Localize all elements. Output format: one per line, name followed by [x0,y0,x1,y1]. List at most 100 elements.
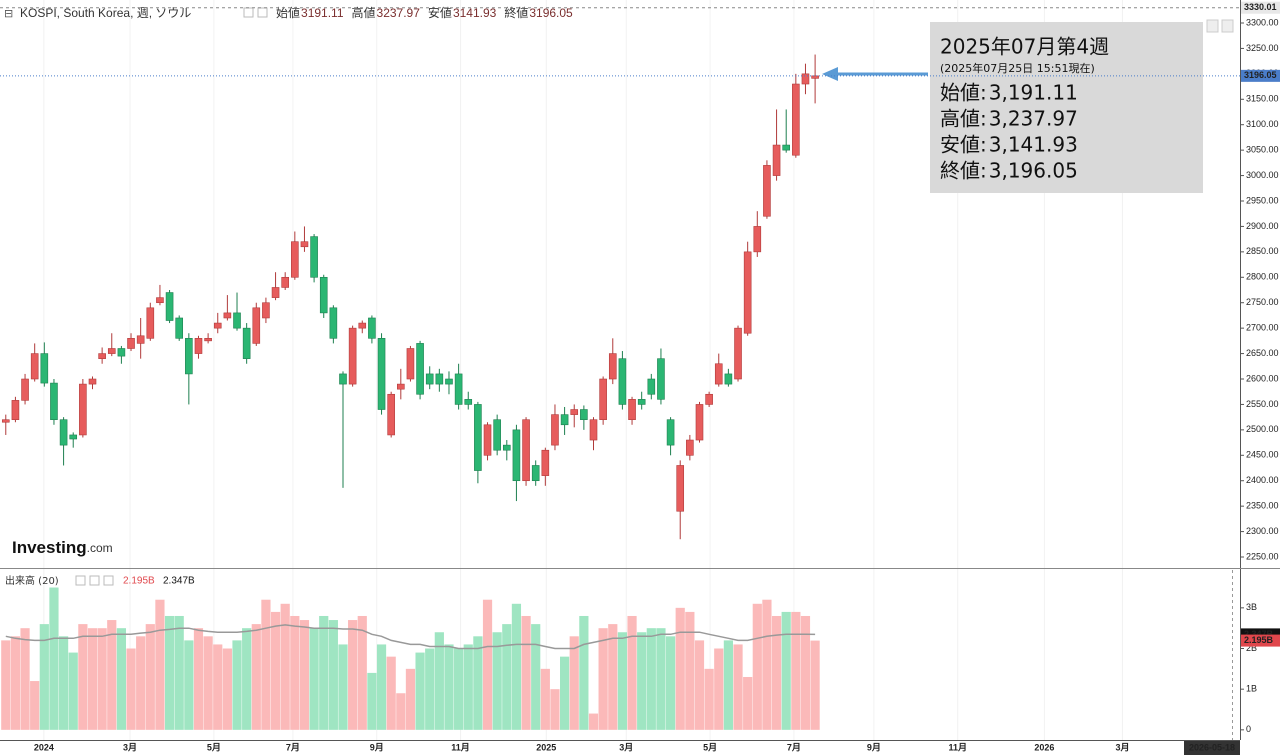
header-value: 3237.97 [377,6,421,20]
y-tick-label: 2600.00 [1246,373,1279,383]
x-tick-label: 2024 [34,742,54,752]
candle-body [136,335,145,344]
x-tick-label: 3月 [1115,742,1129,752]
candle-body [281,276,289,288]
candle-body [79,383,87,436]
tooltip-value: 3,237.97 [989,107,1078,131]
candle-body [377,338,386,410]
volume-bar [579,615,589,730]
volume-bar [588,713,599,730]
y-tick-label: 2850.00 [1246,246,1279,256]
candle-body [406,348,415,380]
candle-body [801,73,810,85]
candle-body [570,409,579,415]
candle-body [127,338,135,349]
volume-bar [704,668,714,730]
volume-bar [376,644,387,730]
volume-bar [386,656,396,730]
y-tick-label: 2300.00 [1246,526,1279,536]
header-value: 3196.05 [529,6,573,20]
candle-body [50,382,58,420]
volume-bar [482,599,493,730]
volume-bar [531,624,541,730]
volume-bar [367,672,377,730]
volume-bar [454,648,464,730]
volume-bar [251,624,261,730]
candle-body [666,419,675,446]
volume-bar [309,628,319,730]
candle-body [792,83,800,156]
volume-bar [184,640,194,730]
header-value: 3141.93 [453,6,497,20]
volume-bar [58,636,69,730]
volume-bar [762,599,772,730]
x-tick-label: 2026 [1034,742,1054,752]
volume-bar [502,624,512,730]
icon[interactable] [1206,19,1219,33]
volume-bar [357,615,367,730]
candle-body [628,399,636,420]
icon[interactable] [1221,19,1234,33]
volume-bar [800,615,811,730]
y-tick-label: 3250.00 [1246,43,1279,53]
candle-body [185,338,193,375]
icon[interactable] [257,7,268,18]
candle-body [782,144,791,151]
volume-bar [425,648,435,730]
candle-body [772,144,781,176]
header-value: 3191.11 [301,6,344,20]
volume-bar [463,644,473,730]
volume-bar [415,652,425,730]
candle-body [580,409,588,420]
volume-bar [193,628,204,730]
icon[interactable] [75,575,86,586]
candle-body [551,414,559,446]
candle-body [657,358,665,400]
candle-body [1,419,10,423]
y-tick-label: 3150.00 [1246,94,1279,104]
collapse-icon[interactable]: ⊟ [4,7,13,20]
candle-body [502,444,511,451]
volume-bar [444,644,454,730]
y-tick-label: 3300.00 [1246,17,1279,27]
volume-bar [280,603,290,730]
y-tick-label: 2550.00 [1246,399,1279,409]
candle-body [493,419,501,451]
x-tick-label: 2026-05-18 [1189,742,1235,752]
candle-body [734,327,742,380]
x-tick-label: 2025 [536,742,556,752]
tooltip-value: 3,191.11 [989,81,1078,105]
candle-body [329,307,338,339]
logo: Investing.com [12,538,113,557]
volume-bar [656,628,666,730]
candle-body [618,358,627,405]
candle-body [300,241,309,248]
volume-bar [68,652,78,730]
x-tick-label: 3月 [619,742,633,752]
volume-bar [319,615,329,730]
y-tick-label: 2450.00 [1246,450,1279,460]
candle-body [647,378,656,395]
volume-bar [270,611,281,730]
candle-body [271,287,280,298]
y-tick-label: 2500.00 [1246,424,1279,434]
candle-body [21,378,29,401]
candle-body [98,353,106,359]
volume-bar [752,603,762,730]
candle-body [560,414,569,426]
volume-bar [675,607,685,730]
icon[interactable] [89,575,100,586]
candle-body [223,312,232,319]
icon[interactable] [103,575,114,586]
volume-bar [685,611,695,730]
top-label-box [1241,1,1280,14]
candle-body [107,348,116,354]
volume-bar [434,632,444,730]
last-price-box [1241,69,1280,82]
volume-title: 出来高 (20) [5,574,59,587]
volume-ma-line [5,624,816,650]
volume-bar [617,632,628,730]
y-tick-label: 2700.00 [1246,323,1279,333]
volume-bar [290,615,300,730]
x-tick-label: 11月 [948,742,967,752]
